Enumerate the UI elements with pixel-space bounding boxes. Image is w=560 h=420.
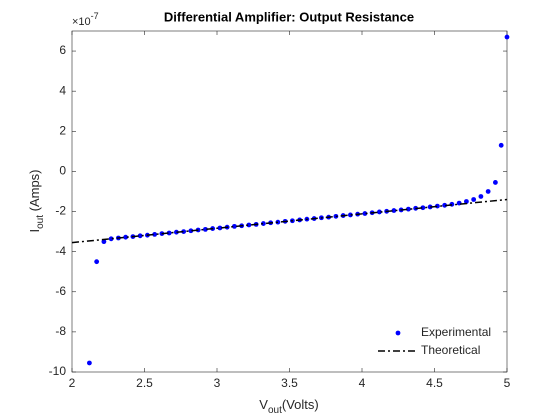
data-point: [498, 142, 504, 148]
data-point: [94, 259, 100, 265]
x-label-main: V: [259, 397, 268, 412]
data-point: [362, 211, 368, 216]
x-label-rest: (Volts): [282, 397, 319, 412]
x-tick-label: 2: [69, 376, 76, 390]
chart-title: Differential Amplifier: Output Resistanc…: [164, 9, 414, 24]
data-point: [493, 180, 498, 185]
x-tick-label: 4: [359, 376, 366, 390]
y-tick-label: -4: [55, 244, 66, 258]
data-point: [377, 209, 382, 215]
data-point: [123, 234, 129, 240]
data-point: [232, 223, 237, 229]
data-point: [504, 34, 510, 40]
data-point: [137, 233, 143, 239]
data-point: [485, 189, 491, 194]
data-point: [203, 226, 208, 232]
y-tick-label: -8: [55, 324, 66, 338]
data-point: [435, 203, 440, 209]
data-point: [464, 199, 469, 204]
data-point: [188, 228, 194, 234]
y-tick-label: 4: [59, 83, 66, 97]
data-point: [108, 236, 114, 242]
y-multiplier-exponent: -7: [91, 11, 99, 21]
x-tick-label: 3: [214, 376, 221, 390]
y-tick-label: -2: [55, 204, 66, 218]
x-tick-label: 2.5: [136, 376, 153, 390]
plot-area: [71, 30, 508, 373]
y-multiplier-base: ×10: [72, 16, 91, 28]
data-point: [348, 212, 353, 218]
data-point: [406, 206, 411, 212]
data-point: [442, 202, 448, 208]
x-tick-label: 5: [504, 376, 511, 390]
x-axis-label: Vout(Volts): [259, 397, 318, 415]
data-point: [261, 221, 266, 226]
y-label-main: I: [27, 229, 42, 233]
y-tick-label: -6: [55, 284, 66, 298]
legend-label: Theoretical: [421, 343, 480, 357]
y-tick-label: -10: [49, 364, 67, 378]
x-tick-label: 3.5: [281, 376, 298, 390]
y-label-rest: (Amps): [27, 169, 42, 215]
y-label-sub: out: [35, 215, 46, 229]
y-multiplier: ×10-7: [72, 11, 99, 28]
legend-label: Experimental: [421, 325, 491, 339]
data-point: [87, 360, 92, 366]
data-point: [166, 230, 172, 236]
y-axis-label: Iout (Amps): [27, 169, 45, 232]
data-point: [181, 229, 187, 234]
data-point: [217, 225, 223, 231]
data-point: [391, 208, 397, 213]
theory-line: [71, 198, 508, 244]
y-tick-label: 0: [59, 164, 66, 178]
y-tick-label: 6: [59, 43, 66, 57]
data-point: [101, 239, 107, 245]
legend-marker: [395, 330, 401, 336]
x-label-sub: out: [268, 405, 282, 416]
data-point: [427, 204, 433, 210]
data-point: [420, 205, 426, 211]
data-point: [246, 222, 252, 228]
data-point: [471, 197, 477, 202]
y-tick-label: 2: [59, 123, 66, 137]
data-point: [152, 231, 158, 237]
data-point: [478, 194, 484, 199]
data-point: [174, 229, 179, 235]
x-tick-label: 4.5: [426, 376, 443, 390]
